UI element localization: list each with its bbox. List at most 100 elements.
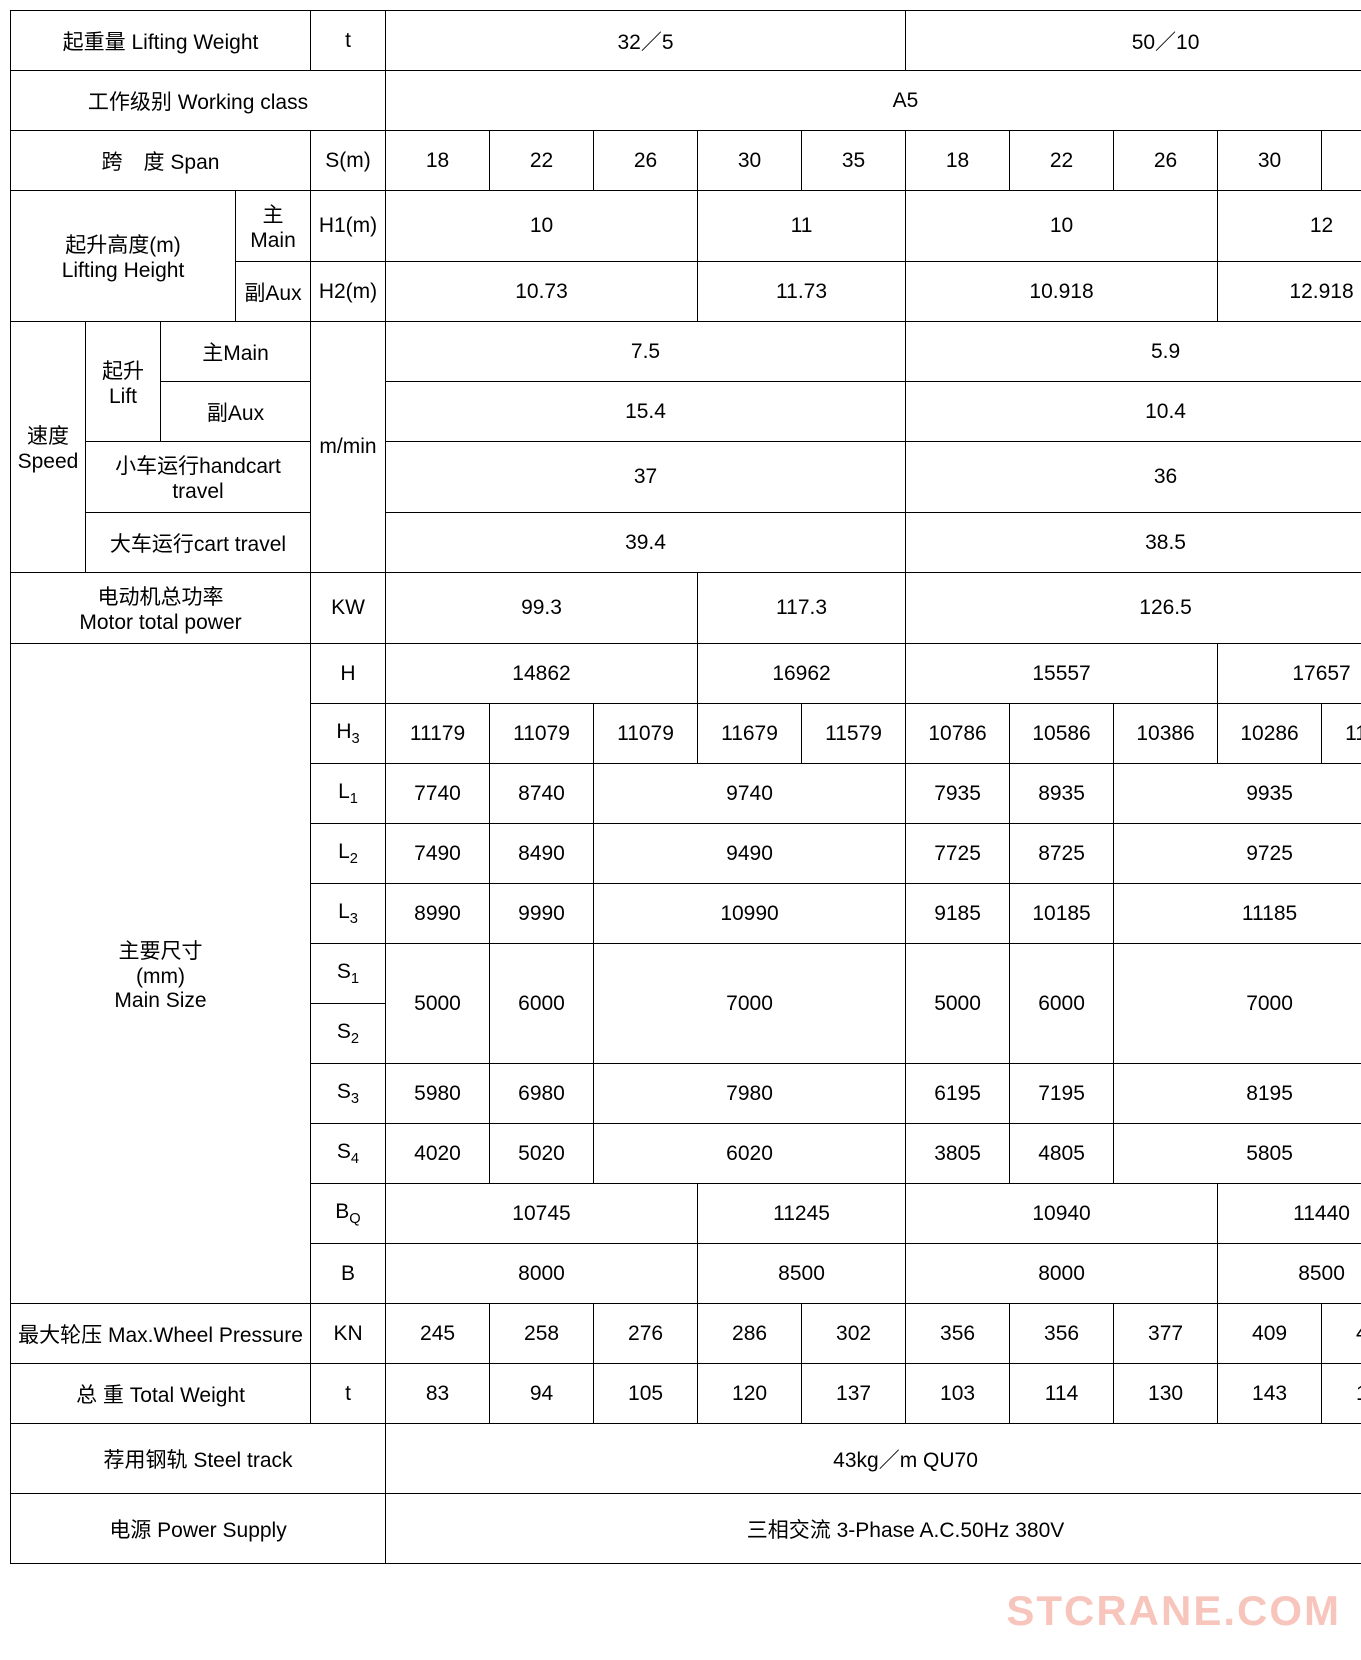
tw-2: 105 <box>594 1364 698 1424</box>
label-power-supply: 电源 Power Supply <box>11 1494 386 1564</box>
val-lw-2: 50／10 <box>906 11 1361 71</box>
S4-e: 4805 <box>1010 1124 1114 1184</box>
spec-table-2: 最大轮压 Max.Wheel Pressure KN 245 258 276 2… <box>10 1303 1361 1564</box>
S12-d: 5000 <box>906 944 1010 1064</box>
val-power-supply: 三相交流 3-Phase A.C.50Hz 380V <box>386 1494 1361 1564</box>
label-speed: 速度 Speed <box>11 322 86 573</box>
mp-c: 126.5 <box>906 573 1361 644</box>
L1-f: 9935 <box>1114 764 1361 824</box>
h2-c: 10.918 <box>906 262 1218 322</box>
L2-d: 7725 <box>906 824 1010 884</box>
sp-lm-a: 7.5 <box>386 322 906 382</box>
wp-6: 356 <box>1010 1304 1114 1364</box>
val-steel-track: 43kg／m QU70 <box>386 1424 1361 1494</box>
H3-2: 11079 <box>594 704 698 764</box>
S3-c: 7980 <box>594 1064 906 1124</box>
L2-a: 7490 <box>386 824 490 884</box>
S4-d: 3805 <box>906 1124 1010 1184</box>
unit-h2: H2(m) <box>311 262 386 322</box>
L1-e: 8935 <box>1010 764 1114 824</box>
h1-a: 10 <box>386 191 698 262</box>
label-aux-2: 副Aux <box>161 382 311 442</box>
L3-c: 10990 <box>594 884 906 944</box>
h1-b: 11 <box>698 191 906 262</box>
span-0: 18 <box>386 131 490 191</box>
val-lw-1: 32／5 <box>386 11 906 71</box>
label-steel-track: 荐用钢轨 Steel track <box>11 1424 386 1494</box>
sp-c-a: 39.4 <box>386 513 906 573</box>
S12-c: 7000 <box>594 944 906 1064</box>
unit-t: t <box>311 11 386 71</box>
BQ-b: 11245 <box>698 1184 906 1244</box>
S4-f: 5805 <box>1114 1124 1361 1184</box>
spec-table: 起重量 Lifting Weight t 32／5 50／10 工作级别 Wor… <box>10 10 1361 1304</box>
span-2: 26 <box>594 131 698 191</box>
H3-6: 10586 <box>1010 704 1114 764</box>
tw-1: 94 <box>490 1364 594 1424</box>
H-d: 17657 <box>1218 644 1361 704</box>
label-working-class: 工作级别 Working class <box>11 71 386 131</box>
watermark-text: STCRANE.COM <box>1006 1587 1341 1635</box>
L2-e: 8725 <box>1010 824 1114 884</box>
dim-L1-label: L1 <box>311 764 386 824</box>
wp-4: 302 <box>802 1304 906 1364</box>
span-9: 35 <box>1322 131 1361 191</box>
dim-B-label: B <box>311 1244 386 1304</box>
span-4: 35 <box>802 131 906 191</box>
mp-a: 99.3 <box>386 573 698 644</box>
label-max-wheel: 最大轮压 Max.Wheel Pressure <box>11 1304 311 1364</box>
BQ-d: 11440 <box>1218 1184 1361 1244</box>
tw-9: 162 <box>1322 1364 1361 1424</box>
H3-9: 11986 <box>1322 704 1361 764</box>
dim-BQ-label: BQ <box>311 1184 386 1244</box>
label-cart: 大车运行cart travel <box>86 513 311 573</box>
H3-8: 10286 <box>1218 704 1322 764</box>
H-a: 14862 <box>386 644 698 704</box>
span-5: 18 <box>906 131 1010 191</box>
dim-H-label: H <box>311 644 386 704</box>
L2-f: 9725 <box>1114 824 1361 884</box>
dim-L3-label: L3 <box>311 884 386 944</box>
label-lifting-weight: 起重量 Lifting Weight <box>11 11 311 71</box>
S12-a: 5000 <box>386 944 490 1064</box>
label-span: 跨 度 Span <box>11 131 311 191</box>
label-lift: 起升 Lift <box>86 322 161 442</box>
span-1: 22 <box>490 131 594 191</box>
unit-kw: KW <box>311 573 386 644</box>
H3-0: 11179 <box>386 704 490 764</box>
H3-3: 11679 <box>698 704 802 764</box>
L3-b: 9990 <box>490 884 594 944</box>
S3-e: 7195 <box>1010 1064 1114 1124</box>
tw-4: 137 <box>802 1364 906 1424</box>
wp-8: 409 <box>1218 1304 1322 1364</box>
h1-c: 10 <box>906 191 1218 262</box>
unit-span: S(m) <box>311 131 386 191</box>
tw-7: 130 <box>1114 1364 1218 1424</box>
h2-b: 11.73 <box>698 262 906 322</box>
tw-8: 143 <box>1218 1364 1322 1424</box>
sp-la-a: 15.4 <box>386 382 906 442</box>
dim-S1-label: S1 <box>311 944 386 1004</box>
label-main-2: 主Main <box>161 322 311 382</box>
sp-lm-b: 5.9 <box>906 322 1361 382</box>
S4-a: 4020 <box>386 1124 490 1184</box>
label-aux-1: 副Aux <box>236 262 311 322</box>
L1-c: 9740 <box>594 764 906 824</box>
B-d: 8500 <box>1218 1244 1361 1304</box>
span-7: 26 <box>1114 131 1218 191</box>
S3-d: 6195 <box>906 1064 1010 1124</box>
B-a: 8000 <box>386 1244 698 1304</box>
S12-f: 7000 <box>1114 944 1361 1064</box>
sp-hc-a: 37 <box>386 442 906 513</box>
wp-9: 426 <box>1322 1304 1361 1364</box>
wp-5: 356 <box>906 1304 1010 1364</box>
label-main-1: 主Main <box>236 191 311 262</box>
H3-4: 11579 <box>802 704 906 764</box>
wp-2: 276 <box>594 1304 698 1364</box>
label-total-weight: 总 重 Total Weight <box>11 1364 311 1424</box>
dim-S3-label: S3 <box>311 1064 386 1124</box>
label-motor: 电动机总功率 Motor total power <box>11 573 311 644</box>
L2-c: 9490 <box>594 824 906 884</box>
wp-1: 258 <box>490 1304 594 1364</box>
L1-b: 8740 <box>490 764 594 824</box>
